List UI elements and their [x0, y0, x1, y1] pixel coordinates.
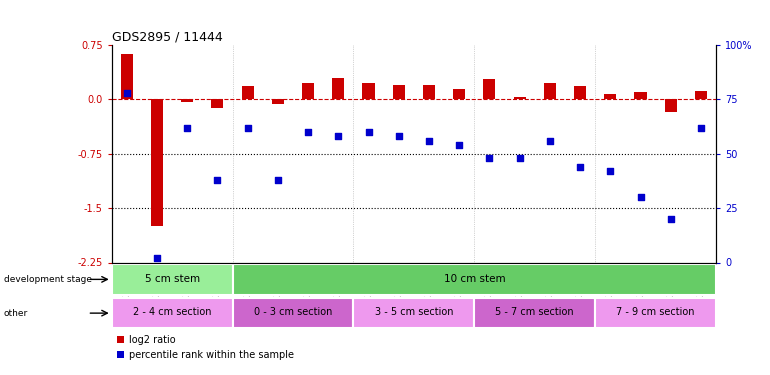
Text: 7 - 9 cm section: 7 - 9 cm section: [617, 308, 695, 318]
Text: development stage: development stage: [4, 275, 92, 284]
Point: [514, 155, 526, 161]
Text: 3 - 5 cm section: 3 - 5 cm section: [375, 308, 453, 318]
Text: 10 cm stem: 10 cm stem: [444, 274, 505, 284]
Bar: [423, 85, 435, 99]
Bar: [484, 79, 495, 99]
Bar: [474, 298, 595, 328]
Bar: [634, 92, 647, 99]
Point: [423, 138, 435, 144]
Bar: [333, 78, 344, 99]
Point: [604, 168, 617, 174]
Point: [695, 124, 707, 130]
Bar: [604, 94, 616, 99]
Bar: [233, 264, 716, 295]
Bar: [302, 83, 314, 99]
Bar: [595, 298, 716, 328]
Point: [484, 155, 496, 161]
Text: other: other: [4, 309, 28, 318]
Bar: [242, 86, 253, 99]
Bar: [272, 99, 284, 104]
Bar: [454, 88, 465, 99]
Bar: [544, 83, 556, 99]
Text: 5 cm stem: 5 cm stem: [145, 274, 199, 284]
Point: [272, 177, 284, 183]
Point: [574, 164, 586, 170]
Text: 5 - 7 cm section: 5 - 7 cm section: [495, 308, 574, 318]
Text: 0 - 3 cm section: 0 - 3 cm section: [254, 308, 332, 318]
Point: [242, 124, 254, 130]
Bar: [514, 97, 526, 99]
Text: GDS2895 / 11444: GDS2895 / 11444: [112, 31, 223, 44]
Point: [453, 142, 465, 148]
Bar: [695, 91, 707, 99]
Legend: log2 ratio, percentile rank within the sample: log2 ratio, percentile rank within the s…: [116, 335, 294, 360]
Point: [634, 194, 647, 200]
Bar: [112, 264, 233, 295]
Bar: [393, 85, 405, 99]
Point: [393, 134, 405, 140]
Bar: [233, 298, 353, 328]
Bar: [574, 86, 586, 99]
Bar: [112, 298, 233, 328]
Point: [181, 124, 193, 130]
Bar: [665, 99, 677, 112]
Point: [211, 177, 223, 183]
Point: [544, 138, 556, 144]
Bar: [121, 54, 132, 99]
Bar: [212, 99, 223, 108]
Bar: [353, 298, 474, 328]
Bar: [363, 83, 374, 99]
Point: [332, 134, 344, 140]
Point: [151, 255, 163, 261]
Point: [363, 129, 375, 135]
Bar: [151, 99, 163, 226]
Point: [665, 216, 677, 222]
Point: [302, 129, 314, 135]
Text: 2 - 4 cm section: 2 - 4 cm section: [133, 308, 211, 318]
Bar: [181, 99, 193, 102]
Point: [121, 90, 133, 96]
